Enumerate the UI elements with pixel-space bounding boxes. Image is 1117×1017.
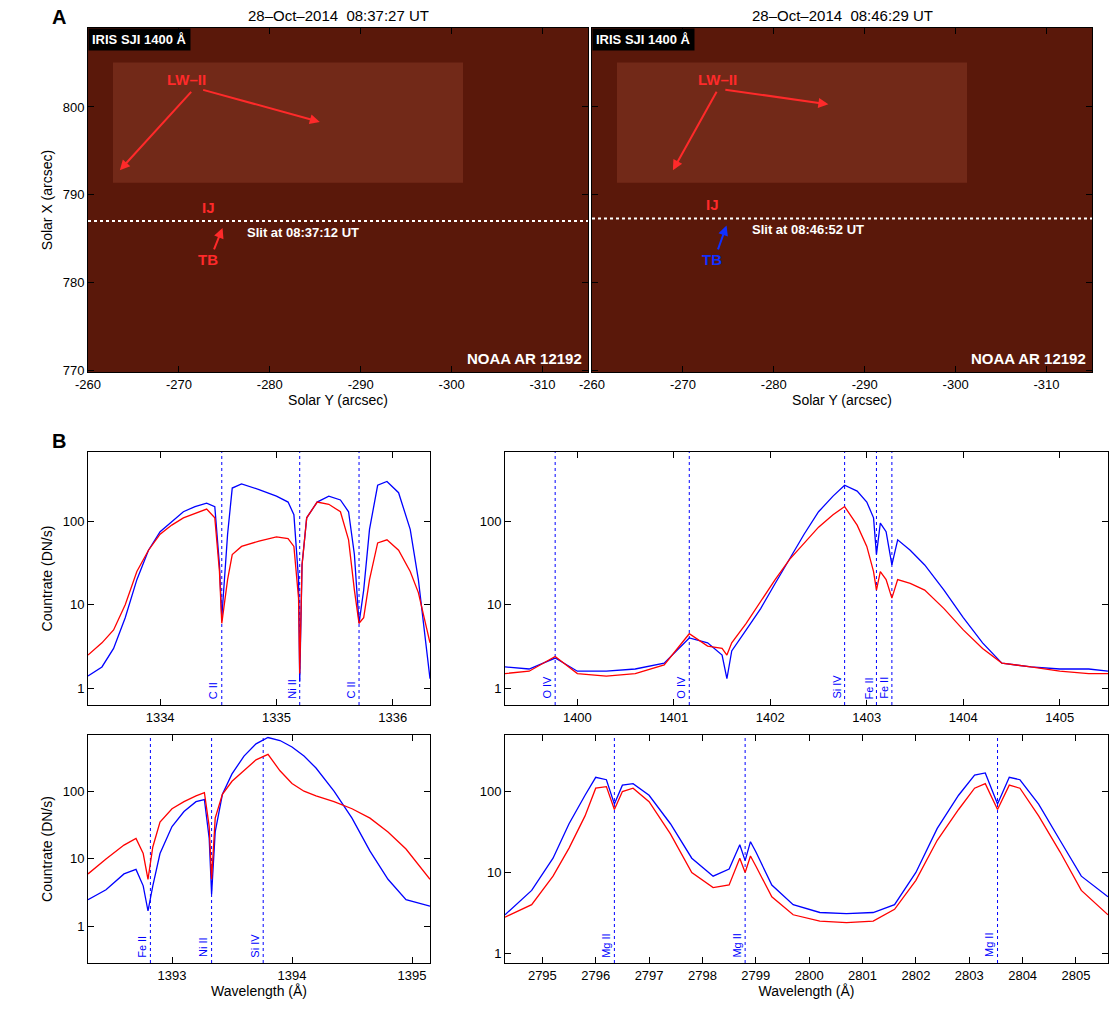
svg-text:2796: 2796 xyxy=(581,968,610,983)
svg-text:1393: 1393 xyxy=(158,968,187,983)
svg-text:IJ: IJ xyxy=(706,196,719,213)
svg-text:Solar X (arcsec): Solar X (arcsec) xyxy=(39,150,55,250)
svg-text:1400: 1400 xyxy=(563,710,592,725)
svg-text:Ni II: Ni II xyxy=(286,679,298,699)
svg-text:O IV: O IV xyxy=(675,676,687,699)
svg-text:Mg II: Mg II xyxy=(600,933,612,957)
svg-text:-310: -310 xyxy=(1034,377,1060,392)
svg-text:1404: 1404 xyxy=(949,710,978,725)
svg-text:2804: 2804 xyxy=(1008,968,1037,983)
svg-text:790: 790 xyxy=(63,187,85,202)
svg-text:Mg II: Mg II xyxy=(731,933,743,957)
svg-text:1395: 1395 xyxy=(398,968,427,983)
svg-text:1405: 1405 xyxy=(1045,710,1074,725)
svg-text:Si IV: Si IV xyxy=(831,675,843,699)
svg-text:100: 100 xyxy=(63,514,85,529)
svg-text:2800: 2800 xyxy=(795,968,824,983)
svg-text:-300: -300 xyxy=(943,377,969,392)
svg-text:LW–II: LW–II xyxy=(698,71,737,88)
svg-text:1: 1 xyxy=(77,919,84,934)
svg-text:28–Oct–2014 08:46:29 UT: 28–Oct–2014 08:46:29 UT xyxy=(752,7,933,24)
svg-text:1401: 1401 xyxy=(659,710,688,725)
svg-text:IRIS SJI 1400 Å: IRIS SJI 1400 Å xyxy=(92,32,187,47)
svg-text:O IV: O IV xyxy=(541,676,553,699)
svg-text:-290: -290 xyxy=(852,377,878,392)
svg-text:1: 1 xyxy=(494,946,501,961)
svg-text:TB: TB xyxy=(198,251,218,268)
svg-text:10: 10 xyxy=(487,597,501,612)
svg-text:B: B xyxy=(52,430,66,452)
svg-text:Countrate (DN/s): Countrate (DN/s) xyxy=(39,796,55,902)
svg-text:2795: 2795 xyxy=(528,968,557,983)
svg-text:-270: -270 xyxy=(166,377,192,392)
svg-text:-270: -270 xyxy=(670,377,696,392)
svg-text:770: 770 xyxy=(63,363,85,378)
svg-text:1402: 1402 xyxy=(756,710,785,725)
svg-text:Wavelength (Å): Wavelength (Å) xyxy=(211,983,307,999)
svg-text:A: A xyxy=(52,6,66,28)
svg-text:2805: 2805 xyxy=(1062,968,1091,983)
svg-text:-280: -280 xyxy=(257,377,283,392)
svg-text:1335: 1335 xyxy=(262,710,291,725)
svg-text:-290: -290 xyxy=(348,377,374,392)
svg-text:IRIS SJI 1400 Å: IRIS SJI 1400 Å xyxy=(596,32,691,47)
svg-text:10: 10 xyxy=(70,597,84,612)
svg-text:1403: 1403 xyxy=(852,710,881,725)
svg-text:780: 780 xyxy=(63,275,85,290)
svg-text:10: 10 xyxy=(487,865,501,880)
svg-text:2799: 2799 xyxy=(741,968,770,983)
svg-text:2798: 2798 xyxy=(688,968,717,983)
svg-text:Slit at 08:37:12 UT: Slit at 08:37:12 UT xyxy=(247,225,359,240)
svg-text:IJ: IJ xyxy=(202,199,215,216)
svg-text:1: 1 xyxy=(77,681,84,696)
svg-text:C II: C II xyxy=(207,682,219,699)
svg-text:2797: 2797 xyxy=(635,968,664,983)
svg-text:100: 100 xyxy=(63,784,85,799)
svg-text:800: 800 xyxy=(63,100,85,115)
svg-text:Solar Y (arcsec): Solar Y (arcsec) xyxy=(288,392,388,408)
svg-text:-310: -310 xyxy=(530,377,556,392)
svg-text:2801: 2801 xyxy=(848,968,877,983)
svg-text:Slit at 08:46:52 UT: Slit at 08:46:52 UT xyxy=(752,222,864,237)
svg-text:1334: 1334 xyxy=(146,710,175,725)
svg-text:100: 100 xyxy=(480,514,502,529)
svg-text:28–Oct–2014 08:37:27 UT: 28–Oct–2014 08:37:27 UT xyxy=(248,7,429,24)
svg-text:NOAA AR 12192: NOAA AR 12192 xyxy=(971,350,1086,367)
svg-text:-300: -300 xyxy=(439,377,465,392)
svg-text:Mg II: Mg II xyxy=(983,933,995,957)
svg-text:1: 1 xyxy=(494,681,501,696)
svg-text:NOAA AR 12192: NOAA AR 12192 xyxy=(467,350,582,367)
svg-text:1394: 1394 xyxy=(278,968,307,983)
svg-text:Si IV: Si IV xyxy=(249,934,261,958)
svg-text:100: 100 xyxy=(480,784,502,799)
svg-text:LW–II: LW–II xyxy=(167,71,206,88)
svg-text:2802: 2802 xyxy=(901,968,930,983)
svg-text:TB: TB xyxy=(702,251,722,268)
svg-text:C II: C II xyxy=(345,681,357,698)
svg-text:-260: -260 xyxy=(579,377,605,392)
svg-text:10: 10 xyxy=(70,851,84,866)
svg-text:Countrate (DN/s): Countrate (DN/s) xyxy=(39,526,55,632)
svg-text:Fe II: Fe II xyxy=(863,677,875,699)
svg-text:Solar Y (arcsec): Solar Y (arcsec) xyxy=(792,392,892,408)
svg-text:-260: -260 xyxy=(75,377,101,392)
svg-text:Fe II: Fe II xyxy=(878,677,890,699)
svg-text:Wavelength (Å): Wavelength (Å) xyxy=(759,983,855,999)
svg-text:1336: 1336 xyxy=(378,710,407,725)
svg-text:Fe II: Fe II xyxy=(136,936,148,958)
svg-text:Ni II: Ni II xyxy=(197,937,209,957)
svg-text:2803: 2803 xyxy=(955,968,984,983)
svg-text:-280: -280 xyxy=(761,377,787,392)
